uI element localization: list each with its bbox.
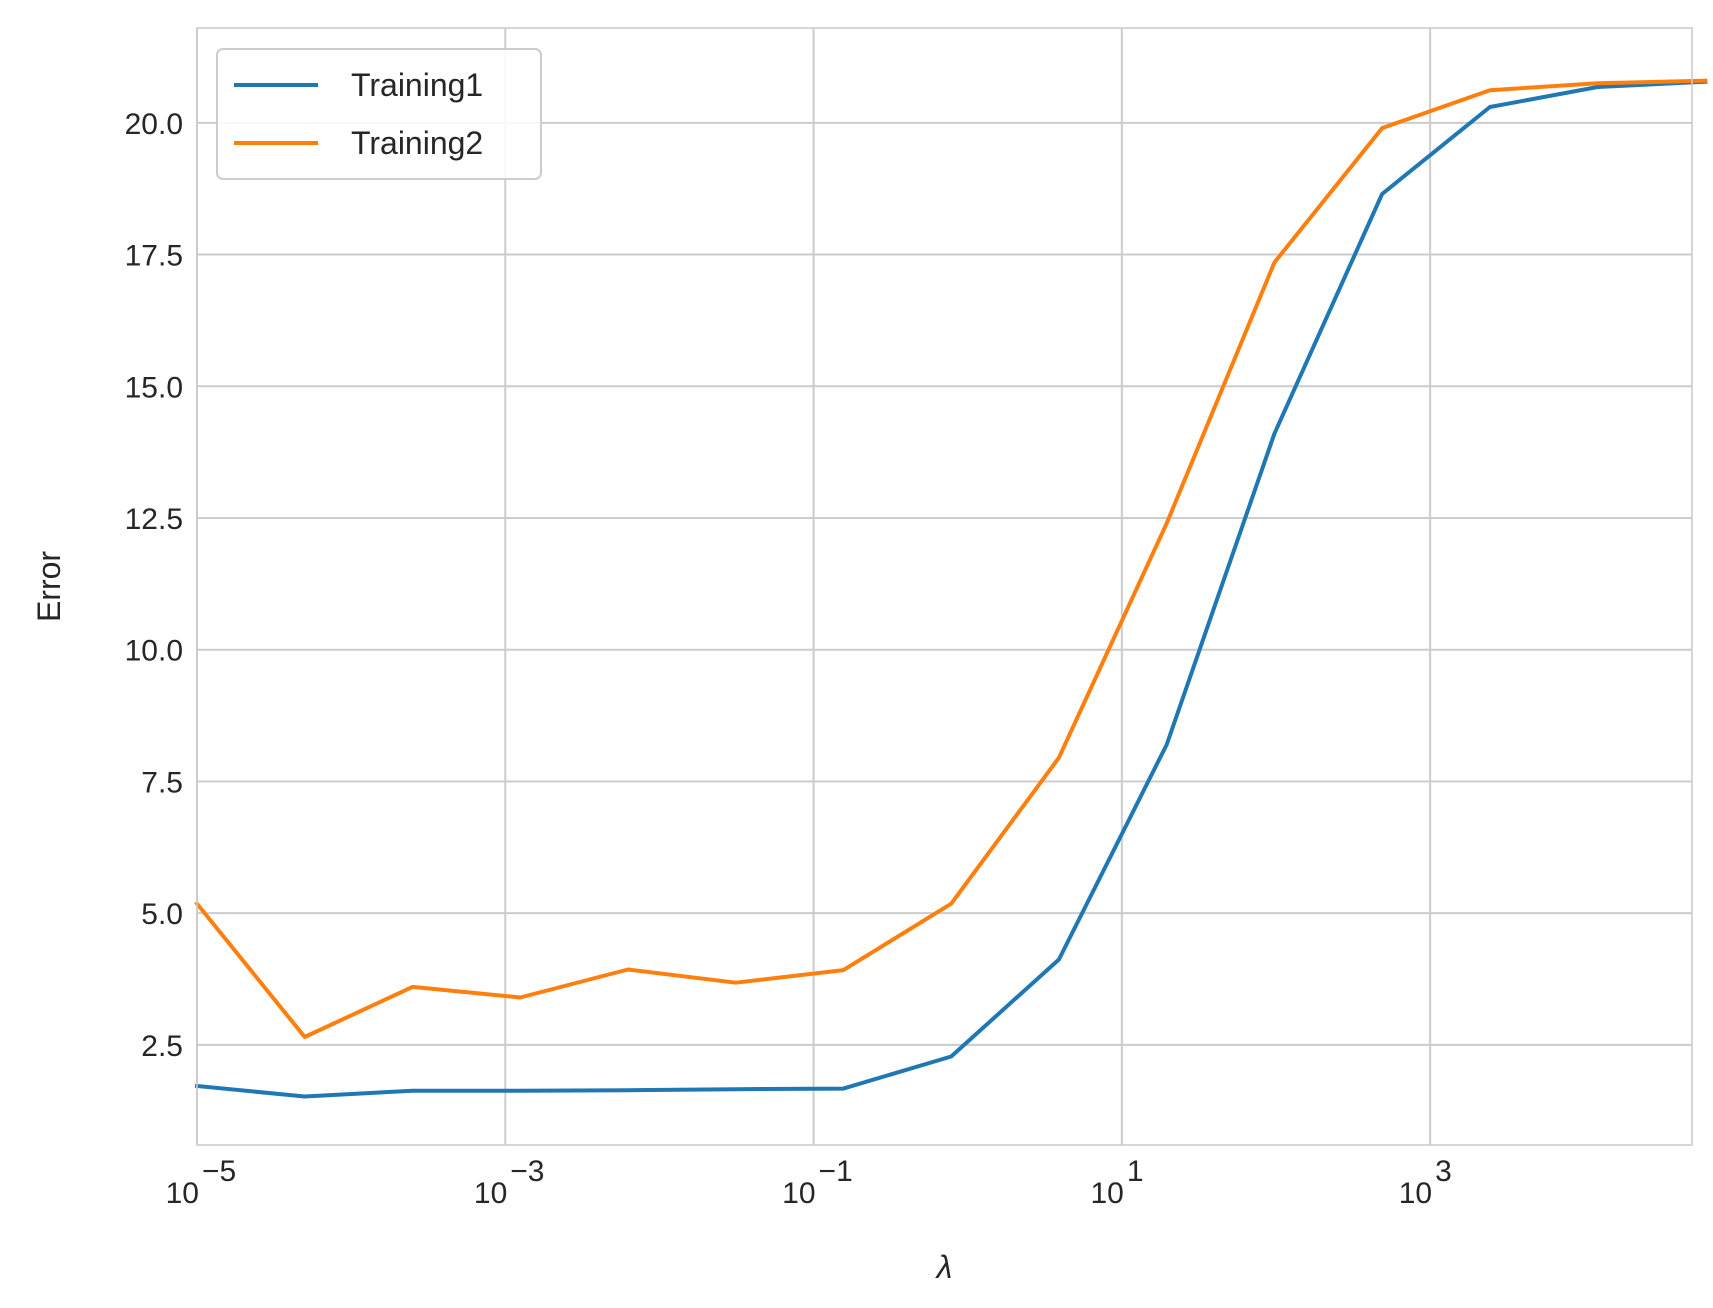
legend: Training1 Training2 xyxy=(216,48,542,180)
x-tick-label-base: 10 xyxy=(1090,1177,1123,1210)
y-tick-label: 17.5 xyxy=(125,240,183,273)
y-axis-label: Error xyxy=(31,551,67,622)
y-tick-label: 20.0 xyxy=(125,108,183,141)
legend-label: Training2 xyxy=(351,125,483,161)
x-tick-label-exponent: −5 xyxy=(202,1155,236,1188)
y-tick-label: 2.5 xyxy=(141,1030,183,1063)
series-layer xyxy=(194,78,1708,1099)
plot-frame xyxy=(196,27,1693,1146)
y-tick-label: 5.0 xyxy=(141,898,183,931)
legend-box xyxy=(216,48,542,180)
x-tick-label-exponent: −3 xyxy=(510,1155,544,1188)
series-line-training1 xyxy=(194,79,1708,1099)
x-tick-label-exponent: 1 xyxy=(1127,1155,1144,1188)
plot-area xyxy=(197,28,1692,1145)
x-axis-label: λ xyxy=(935,1249,953,1285)
y-tick-label: 12.5 xyxy=(125,503,183,536)
y-tick-label: 15.0 xyxy=(125,371,183,404)
x-tick-label-base: 10 xyxy=(1399,1177,1432,1210)
legend-label: Training1 xyxy=(351,67,483,103)
x-tick-label-exponent: 3 xyxy=(1435,1155,1452,1188)
x-tick-label-base: 10 xyxy=(782,1177,815,1210)
y-tick-label: 10.0 xyxy=(125,635,183,668)
x-tick-label-base: 10 xyxy=(474,1177,507,1210)
x-tick-label-exponent: −1 xyxy=(819,1155,853,1188)
tick-labels: 2.55.07.510.012.515.017.520.010−510−310−… xyxy=(125,108,1452,1210)
x-tick-label-base: 10 xyxy=(166,1177,199,1210)
y-tick-label: 7.5 xyxy=(141,766,183,799)
series-line-training2 xyxy=(194,78,1708,1039)
